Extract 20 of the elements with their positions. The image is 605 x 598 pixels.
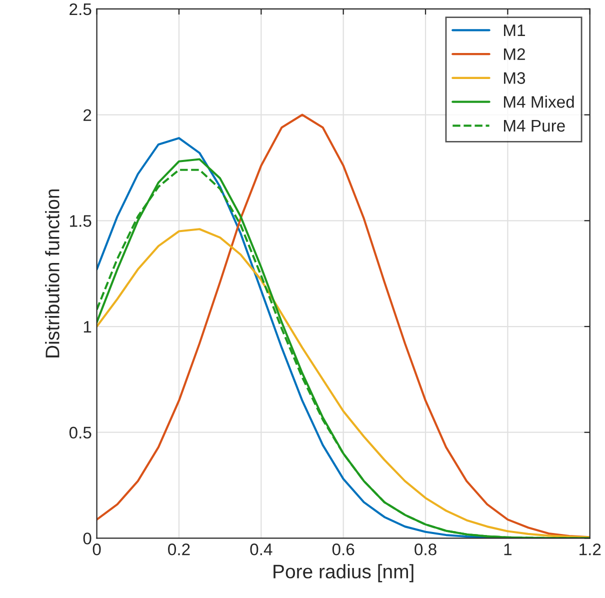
- x-axis-title: Pore radius [nm]: [274, 564, 414, 582]
- y-tick-label: 0: [83, 532, 92, 544]
- legend-label: M3: [504, 72, 526, 84]
- x-tick-label: 0.6: [332, 544, 354, 556]
- legend-label: M2: [504, 48, 525, 60]
- y-tick-label: 1: [84, 321, 92, 333]
- y-tick-label: 0.5: [69, 426, 92, 439]
- legend-label: M4 Pure: [504, 120, 565, 132]
- x-tick-label: 1: [504, 544, 512, 556]
- x-tick-label: 0.8: [414, 544, 436, 556]
- y-axis-title: Distribution function: [45, 189, 60, 358]
- y-tick-label: 2.5: [70, 3, 92, 16]
- y-tick-label: 2: [84, 109, 92, 121]
- y-tick-label: 1.5: [70, 215, 92, 227]
- x-tick-label: 0.4: [250, 544, 272, 556]
- x-tick-label: 1.2: [580, 544, 601, 556]
- legend-label: M4 Mixed: [504, 96, 574, 108]
- legend-label: M1: [504, 24, 525, 36]
- x-tick-label: 0.2: [168, 544, 190, 556]
- x-tick-label: 0: [92, 544, 101, 556]
